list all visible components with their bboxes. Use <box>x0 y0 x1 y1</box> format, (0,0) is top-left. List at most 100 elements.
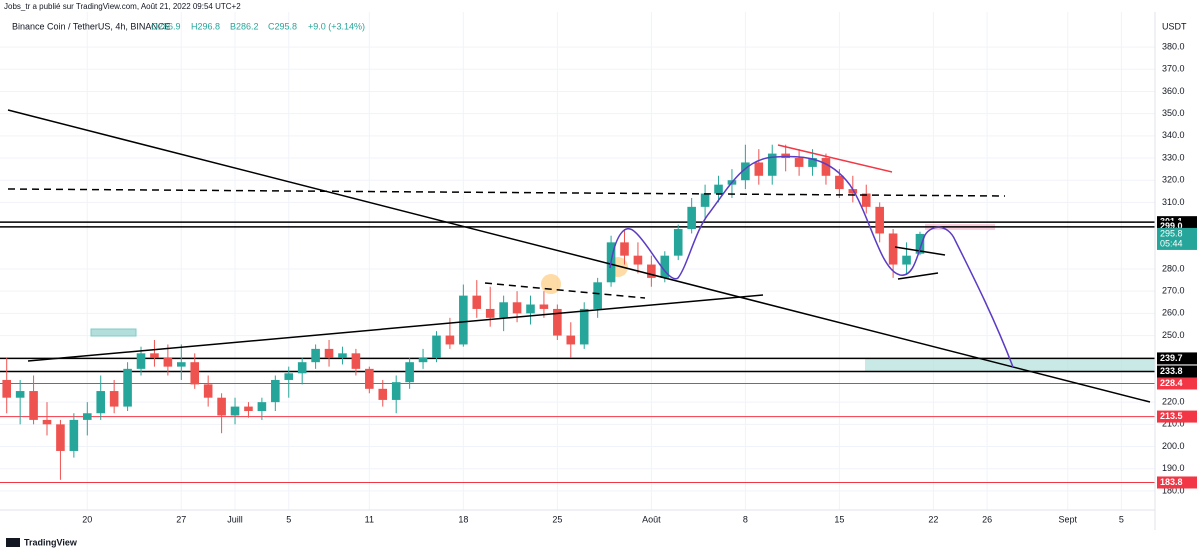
candle-body <box>700 193 710 207</box>
candle-body <box>579 308 589 345</box>
candle-body <box>351 353 361 369</box>
candle-body <box>875 206 884 234</box>
ohlc-change: +9.0 (+3.14%) <box>308 21 365 31</box>
candle-body <box>472 295 482 309</box>
candle-body <box>821 158 831 176</box>
dashed-line <box>484 282 646 299</box>
y-tick-label: 270.0 <box>1162 286 1185 296</box>
candle-body <box>96 391 106 414</box>
x-tick-label: Juill <box>227 514 243 524</box>
candle-body <box>311 348 320 363</box>
x-tick-label: 20 <box>82 514 92 524</box>
candle-body <box>163 357 173 367</box>
x-tick-label: 8 <box>743 514 748 524</box>
candle-body <box>539 304 549 309</box>
ohlc-high: H296.8 <box>191 21 220 31</box>
y-axis-label: USDT <box>1162 21 1187 31</box>
last-price-tag <box>1157 227 1197 250</box>
candle-body <box>324 348 334 358</box>
countdown: 05:44 <box>1160 238 1183 248</box>
candle-body <box>297 362 307 374</box>
candle-body <box>365 368 374 389</box>
candle-body <box>767 153 777 176</box>
candle-body <box>123 368 132 407</box>
candle-body <box>660 255 670 278</box>
candle-body <box>512 302 522 314</box>
price-tag-label: 239.7 <box>1160 353 1183 363</box>
x-tick-label: 26 <box>982 514 992 524</box>
candle-body <box>485 308 495 318</box>
candle-body <box>15 391 25 398</box>
dashed-line <box>7 188 1006 197</box>
candle-body <box>217 397 226 416</box>
candle-body <box>687 206 696 230</box>
candle-body <box>647 264 656 278</box>
x-tick-label: Août <box>642 514 661 524</box>
ohlc-low: B286.2 <box>230 21 259 31</box>
footer-brand: TradingView <box>24 537 78 547</box>
candle-body <box>888 233 898 265</box>
candle-body <box>150 353 159 358</box>
y-tick-label: 280.0 <box>1162 263 1185 273</box>
last-price-label: 295.8 <box>1160 228 1183 238</box>
candle-body <box>42 419 52 425</box>
candle-body <box>257 402 267 412</box>
logo <box>6 538 20 547</box>
candle-body <box>271 379 280 403</box>
candle-body <box>553 308 562 336</box>
ohlc-close: C295.8 <box>268 21 297 31</box>
candle-body <box>230 406 240 416</box>
candle-body <box>526 304 535 314</box>
candle-body <box>29 391 38 420</box>
price-tag <box>1157 352 1197 365</box>
trendline <box>897 272 939 280</box>
x-tick-label: 5 <box>1119 514 1124 524</box>
candle-body <box>620 242 629 256</box>
candle-body <box>633 255 643 265</box>
candle-body <box>190 362 200 385</box>
candle-body <box>432 335 441 358</box>
x-tick-label: 11 <box>365 514 374 524</box>
candle-body <box>714 184 723 194</box>
candle-body <box>673 229 683 256</box>
ohlc-open: O286.9 <box>151 21 181 31</box>
y-tick-label: 180.0 <box>1162 485 1185 495</box>
price-tag <box>1157 365 1197 378</box>
candle-body <box>203 384 213 398</box>
candle-body <box>861 193 871 207</box>
y-tick-label: 330.0 <box>1162 152 1185 162</box>
symbol: Binance Coin / TetherUS, 4h, BINANCE <box>12 21 170 31</box>
candle-body <box>391 382 401 400</box>
projection-curve <box>609 155 1014 368</box>
candle-body <box>794 158 804 167</box>
trendline <box>7 109 1151 403</box>
y-tick-label: 350.0 <box>1162 108 1185 118</box>
x-tick-label: 5 <box>286 514 291 524</box>
y-tick-label: 370.0 <box>1162 64 1185 74</box>
candle-body <box>418 357 428 363</box>
candle-body <box>754 162 764 176</box>
candle-body <box>82 413 92 420</box>
price-tag-label: 299.0 <box>1160 221 1183 231</box>
candle-body <box>902 255 911 265</box>
y-tick-label: 320.0 <box>1162 175 1185 185</box>
price-tag-label: 228.4 <box>1160 378 1183 388</box>
candle-body <box>593 282 602 309</box>
candle-body <box>69 419 79 451</box>
x-tick-label: 15 <box>834 514 844 524</box>
candle-body <box>915 233 925 254</box>
y-tick-label: 310.0 <box>1162 197 1185 207</box>
candle-body <box>378 388 388 400</box>
candle-body <box>808 158 817 167</box>
x-tick-label: 27 <box>176 514 186 524</box>
candle-body <box>741 162 750 181</box>
candle-body <box>848 189 858 194</box>
x-tick-label: 25 <box>552 514 562 524</box>
y-tick-label: 250.0 <box>1162 330 1185 340</box>
candle-body <box>445 335 455 345</box>
y-tick-label: 360.0 <box>1162 86 1185 96</box>
y-tick-label: 380.0 <box>1162 41 1185 51</box>
x-tick-label: Sept <box>1058 514 1077 524</box>
